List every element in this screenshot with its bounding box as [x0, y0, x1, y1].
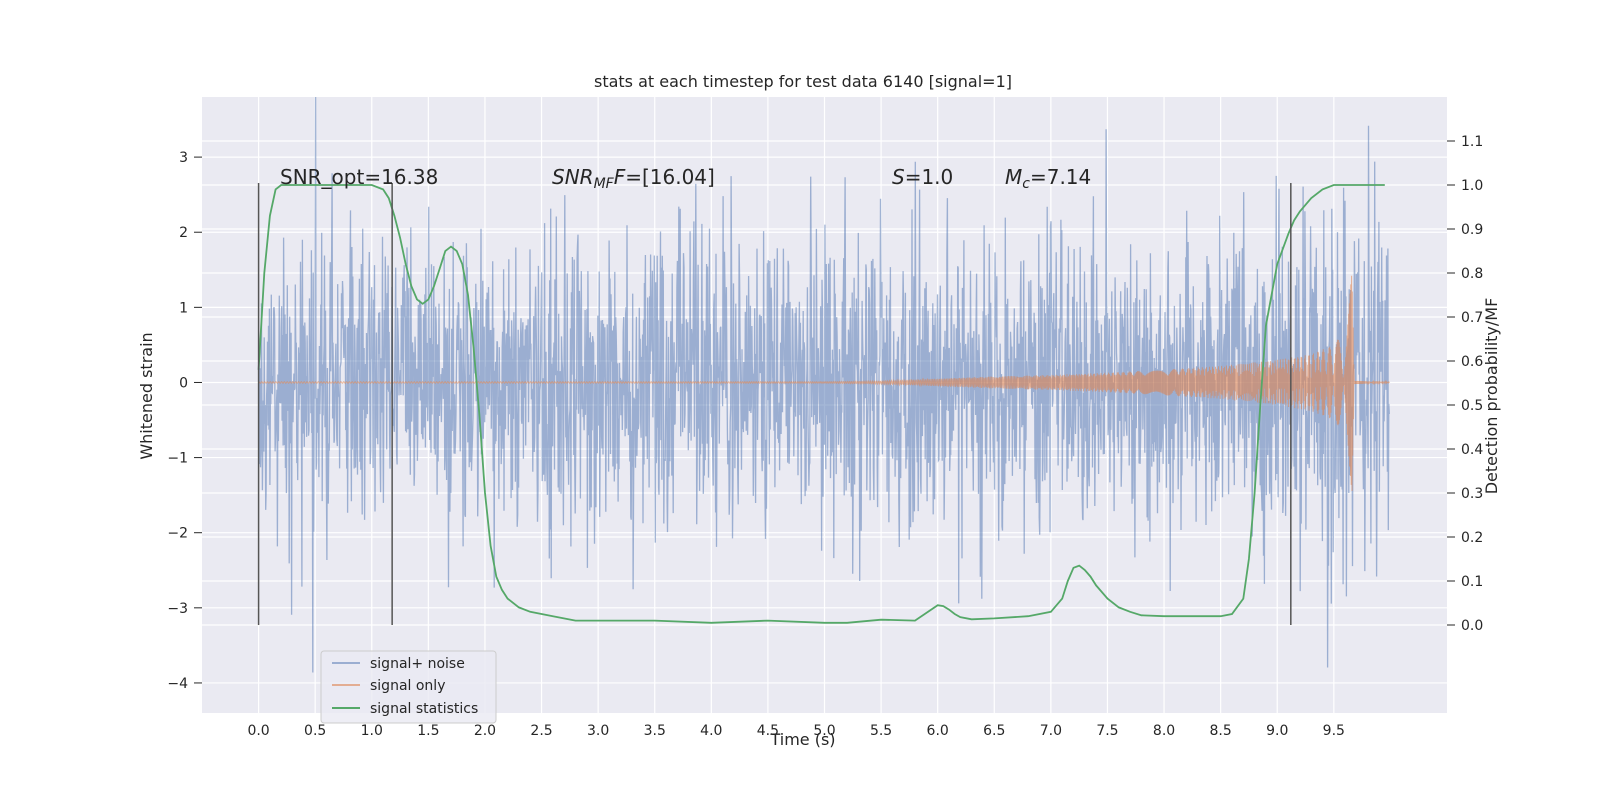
y2-tick-label: 1.0 — [1461, 178, 1483, 194]
y2-tick-label: 0.9 — [1461, 222, 1483, 238]
y-tick-label: −4 — [167, 676, 188, 692]
chart-title: stats at each timestep for test data 614… — [594, 72, 1012, 91]
x-tick-label: 4.0 — [700, 723, 722, 739]
y2-tick-label: 0.7 — [1461, 310, 1483, 326]
y2-tick-label: 0.4 — [1461, 442, 1483, 458]
x-tick-label: 8.5 — [1210, 723, 1232, 739]
s-annotation: S=1.0 — [892, 165, 953, 189]
x-tick-label: 7.0 — [1040, 723, 1062, 739]
legend: signal+ noise signal only signal statist… — [320, 650, 497, 724]
x-tick-label: 6.0 — [927, 723, 949, 739]
y-tick-label: −3 — [167, 601, 188, 617]
x-tick-label: 2.5 — [530, 723, 552, 739]
x-tick-label: 0.5 — [304, 723, 326, 739]
y-axis-ticks: −4 −3 −2 −1 0 1 2 3 — [167, 150, 202, 692]
x-tick-label: 2.0 — [474, 723, 496, 739]
y2-axis-label: Detection probability/MF — [1482, 298, 1501, 495]
x-axis-label: Time (s) — [769, 730, 835, 749]
snr-opt-annotation: SNR_opt=16.38 — [280, 165, 438, 189]
y-tick-label: 2 — [179, 225, 188, 241]
legend-label-signal-noise: signal+ noise — [370, 656, 465, 672]
y-tick-label: 1 — [179, 300, 188, 316]
x-tick-label: 3.5 — [644, 723, 666, 739]
y2-tick-label: 0.1 — [1461, 574, 1483, 590]
signal-statistics-line — [257, 184, 1385, 624]
x-tick-label: 5.0 — [813, 723, 835, 739]
x-tick-label: 4.5 — [757, 723, 779, 739]
x-tick-label: 1.0 — [361, 723, 383, 739]
y2-tick-label: 0.5 — [1461, 398, 1483, 414]
vertical-markers — [257, 183, 1292, 625]
legend-label-signal-statistics: signal statistics — [370, 701, 478, 717]
x-tick-label: 0.0 — [247, 723, 269, 739]
y-tick-label: 3 — [179, 150, 188, 166]
x-tick-label: 5.5 — [870, 723, 892, 739]
y2-axis-ticks: 0.0 0.1 0.2 0.3 0.4 0.5 0.6 0.7 0.8 0.9 1.0 1.1 — [1447, 134, 1483, 634]
x-tick-label: 9.5 — [1323, 723, 1345, 739]
y-tick-label: −1 — [167, 451, 188, 467]
y-axis-label: Whitened strain — [137, 332, 156, 459]
y2-tick-label: 1.1 — [1461, 134, 1483, 150]
y2-tick-label: 0.3 — [1461, 486, 1483, 502]
y2-tick-label: 0.0 — [1461, 618, 1483, 634]
signal-only-line — [258, 275, 1390, 492]
mc-annotation: Mc=7.14 — [1005, 165, 1091, 192]
x-tick-label: 3.0 — [587, 723, 609, 739]
y2-tick-label: 0.6 — [1461, 354, 1483, 370]
x-tick-label: 1.5 — [417, 723, 439, 739]
series-layer — [257, 97, 1390, 673]
x-tick-label: 9.0 — [1266, 723, 1288, 739]
y-tick-label: −2 — [167, 526, 188, 542]
x-axis-ticks: 0.0 0.5 1.0 1.5 2.0 2.5 3.0 3.5 4.0 4.5 5.0 5.5 6.0 6… — [247, 723, 1344, 739]
y2-tick-label: 0.8 — [1461, 266, 1483, 282]
x-tick-label: 6.5 — [983, 723, 1005, 739]
legend-box — [320, 650, 497, 724]
y-tick-label: 0 — [179, 375, 188, 391]
x-tick-label: 8.0 — [1153, 723, 1175, 739]
legend-label-signal-only: signal only — [370, 678, 445, 694]
y2-tick-label: 0.2 — [1461, 530, 1483, 546]
signal-noise-line — [257, 97, 1390, 673]
snr-mf-annotation: SNRMFF=[16.04] — [552, 165, 715, 192]
x-tick-label: 7.5 — [1096, 723, 1118, 739]
